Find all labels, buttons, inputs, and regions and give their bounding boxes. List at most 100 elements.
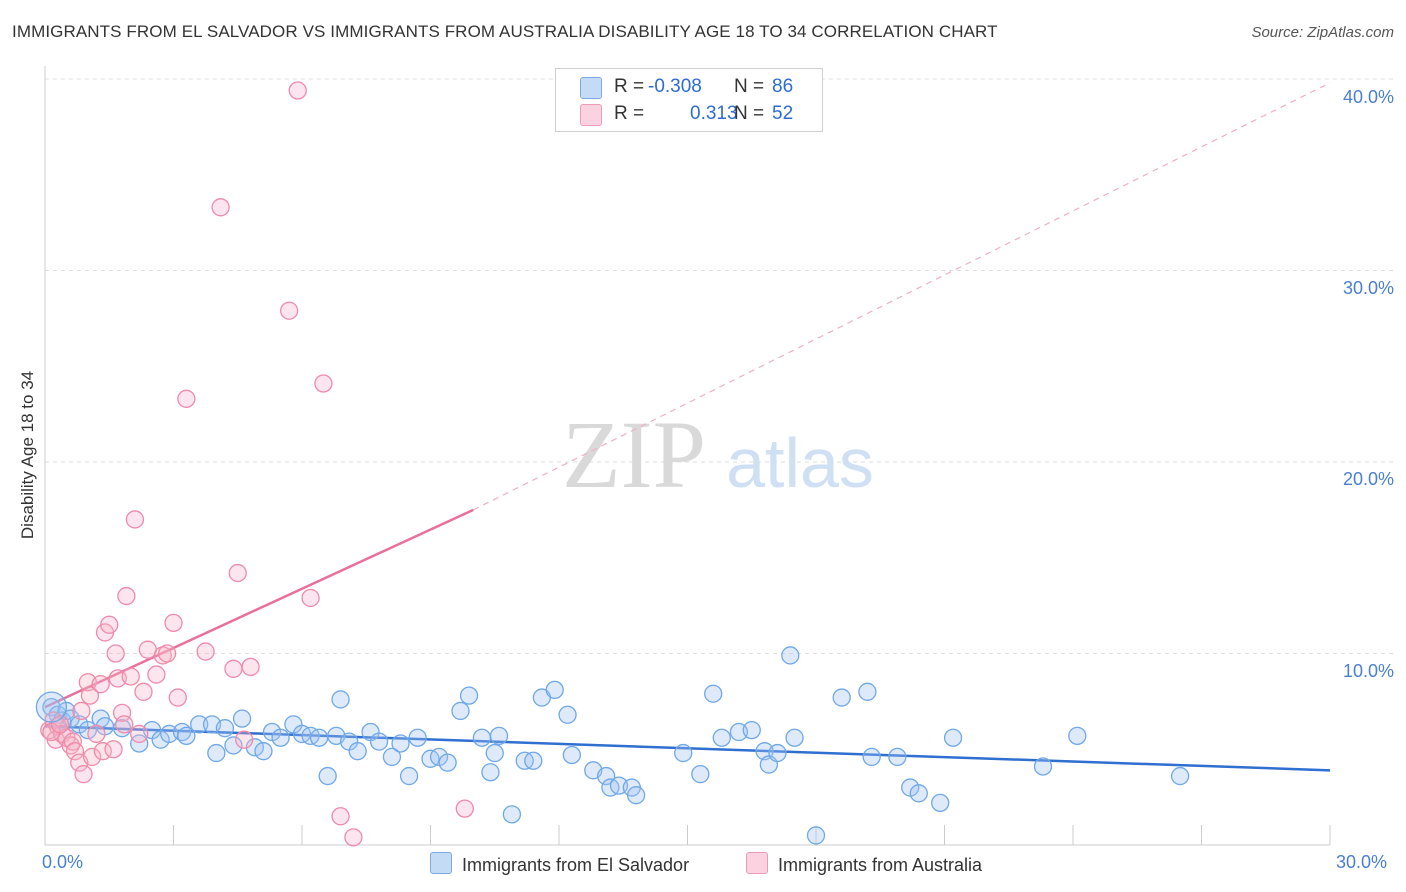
point-australia (228, 563, 247, 583)
point-el-salvador (207, 743, 226, 763)
point-el-salvador (806, 826, 826, 845)
point-australia (168, 688, 187, 707)
point-el-salvador (832, 688, 851, 707)
legend-item-el-salvador: Immigrants from El Salvador (430, 852, 689, 876)
point-el-salvador (858, 682, 877, 701)
point-el-salvador (524, 751, 543, 770)
data-points (35, 81, 1190, 847)
point-australia (344, 828, 363, 847)
point-el-salvador (481, 763, 500, 782)
watermark-zip: ZIP (562, 401, 706, 508)
point-australia (314, 374, 333, 393)
legend-swatch-pink (746, 852, 768, 874)
point-australia (87, 724, 106, 744)
point-australia (121, 667, 140, 686)
stats-box: R = -0.308 N = 86 R = 0.313 N = 52 (555, 68, 823, 132)
trend-line-australia (44, 508, 474, 709)
y-tick-label-10: 10.0% (1342, 661, 1394, 681)
y-tick-label-30: 30.0% (1342, 278, 1394, 298)
point-el-salvador (391, 734, 410, 753)
point-el-salvador (888, 747, 907, 767)
point-el-salvador (318, 766, 337, 786)
stats-n-label: N = (734, 103, 765, 124)
point-australia (117, 586, 136, 606)
point-australia (82, 747, 102, 767)
point-el-salvador (862, 747, 881, 767)
point-australia (455, 799, 474, 818)
point-australia (80, 686, 100, 705)
point-australia (211, 198, 230, 217)
point-el-salvador (931, 793, 950, 813)
point-el-salvador (224, 736, 243, 755)
point-australia (104, 740, 123, 759)
point-australia (74, 764, 93, 784)
stats-r-label: R = (614, 103, 645, 124)
point-el-salvador-cluster (35, 691, 68, 723)
point-australia (331, 807, 350, 826)
watermark-atlas: atlas (726, 424, 874, 502)
stats-n-value: 86 (772, 76, 794, 97)
point-el-salvador (674, 743, 693, 763)
y-tick-label-40: 40.0% (1342, 87, 1394, 107)
point-australia (224, 659, 243, 678)
legend-label: Immigrants from Australia (778, 855, 983, 875)
point-el-salvador (502, 805, 522, 824)
point-australia (72, 701, 91, 721)
point-el-salvador (742, 720, 761, 740)
point-el-salvador (1170, 766, 1190, 786)
point-australia (177, 389, 196, 408)
point-el-salvador (626, 786, 646, 805)
point-australia (279, 301, 299, 320)
point-el-salvador (369, 732, 389, 751)
point-el-salvador (781, 646, 800, 665)
stats-swatch-blue (580, 77, 602, 99)
point-el-salvador (943, 728, 963, 747)
point-el-salvador (489, 726, 509, 745)
point-australia (134, 682, 153, 701)
stats-n-label: N = (734, 76, 765, 97)
point-australia (241, 657, 260, 677)
point-el-salvador (596, 766, 616, 786)
point-el-salvador (408, 728, 427, 747)
point-el-salvador (704, 684, 723, 703)
point-el-salvador (177, 726, 196, 745)
point-el-salvador (451, 701, 470, 721)
point-el-salvador (78, 720, 97, 740)
point-el-salvador (254, 742, 273, 761)
point-australia (115, 715, 134, 734)
grid-lines (45, 78, 1395, 654)
point-el-salvador (130, 734, 149, 753)
point-el-salvador (190, 715, 209, 734)
point-el-salvador (382, 747, 402, 767)
y-tick-label-20: 20.0% (1342, 469, 1394, 489)
point-el-salvador (215, 719, 235, 738)
point-el-salvador (1068, 726, 1087, 745)
chart-title: IMMIGRANTS FROM EL SALVADOR VS IMMIGRANT… (12, 22, 998, 41)
point-australia (157, 644, 177, 663)
point-el-salvador (459, 686, 479, 705)
point-australia (106, 644, 125, 663)
point-australia (147, 665, 166, 684)
point-el-salvador (472, 728, 492, 747)
point-el-salvador (232, 709, 252, 728)
point-el-salvador (768, 743, 787, 763)
point-australia (100, 615, 119, 634)
point-el-salvador (331, 690, 350, 709)
stats-r-value: -0.308 (648, 76, 702, 97)
trend-line-australia-extension (473, 82, 1331, 511)
point-australia (235, 730, 254, 749)
point-el-salvador (785, 728, 804, 747)
legend-item-australia: Immigrants from Australia (746, 852, 982, 876)
x-tick-label-0: 0.0% (42, 852, 84, 872)
point-el-salvador (562, 745, 581, 765)
point-australia (91, 674, 110, 694)
point-el-salvador (712, 728, 731, 747)
point-el-salvador (438, 753, 457, 772)
stats-r-label: R = (614, 76, 645, 97)
point-el-salvador (1033, 757, 1053, 776)
point-australia (301, 588, 320, 608)
point-el-salvador (545, 680, 564, 700)
point-el-salvador (909, 784, 928, 803)
point-australia (125, 510, 145, 529)
